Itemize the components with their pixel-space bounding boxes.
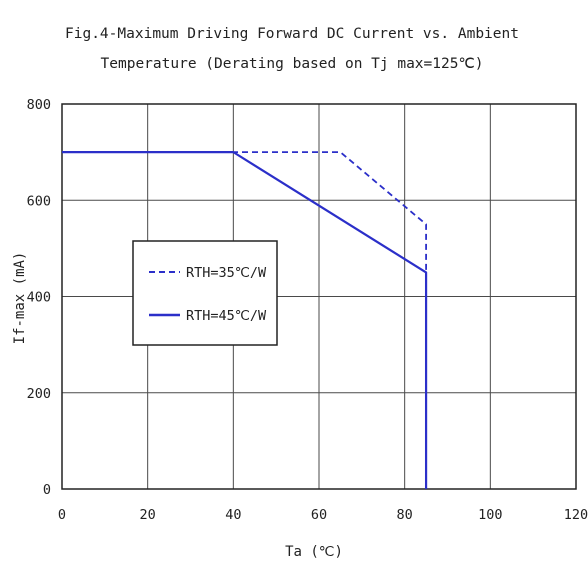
y-tick-label-600: 600 xyxy=(27,193,51,209)
y-tick-label-800: 800 xyxy=(27,97,51,113)
chart-title: Fig.4-Maximum Driving Forward DC Current… xyxy=(65,26,519,72)
legend-box xyxy=(132,240,278,346)
x-tick-label-120: 120 xyxy=(564,507,588,523)
x-tick-label-60: 60 xyxy=(311,507,327,523)
legend-label-rth-45: RTH=45℃/W xyxy=(186,308,267,324)
series-line-rth-45 xyxy=(62,151,428,489)
grid xyxy=(61,103,577,490)
chart-title-line-2: Temperature (Derating based on Tj max=12… xyxy=(101,56,484,72)
x-tick-label-100: 100 xyxy=(478,507,502,523)
y-tick-label-0: 0 xyxy=(43,482,51,498)
y-axis-label: If-max (mA) xyxy=(12,252,28,345)
y-tick-label-200: 200 xyxy=(27,386,51,402)
series-lines xyxy=(62,151,428,489)
x-tick-label-0: 0 xyxy=(58,507,66,523)
x-tick-label-80: 80 xyxy=(397,507,413,523)
legend: RTH=35℃/W RTH=45℃/W xyxy=(132,240,278,346)
x-axis-label: Ta (℃) xyxy=(285,544,343,560)
axis-labels: Ta (℃) If-max (mA) xyxy=(12,252,343,560)
chart-title-line-1: Fig.4-Maximum Driving Forward DC Current… xyxy=(65,26,519,42)
tick-labels: 0 20 40 60 80 100 120 0 200 400 600 800 xyxy=(27,97,588,523)
y-tick-label-400: 400 xyxy=(27,290,51,306)
legend-label-rth-35: RTH=35℃/W xyxy=(186,265,267,281)
x-tick-label-40: 40 xyxy=(225,507,241,523)
x-tick-label-20: 20 xyxy=(140,507,156,523)
plot-frame xyxy=(61,103,577,490)
